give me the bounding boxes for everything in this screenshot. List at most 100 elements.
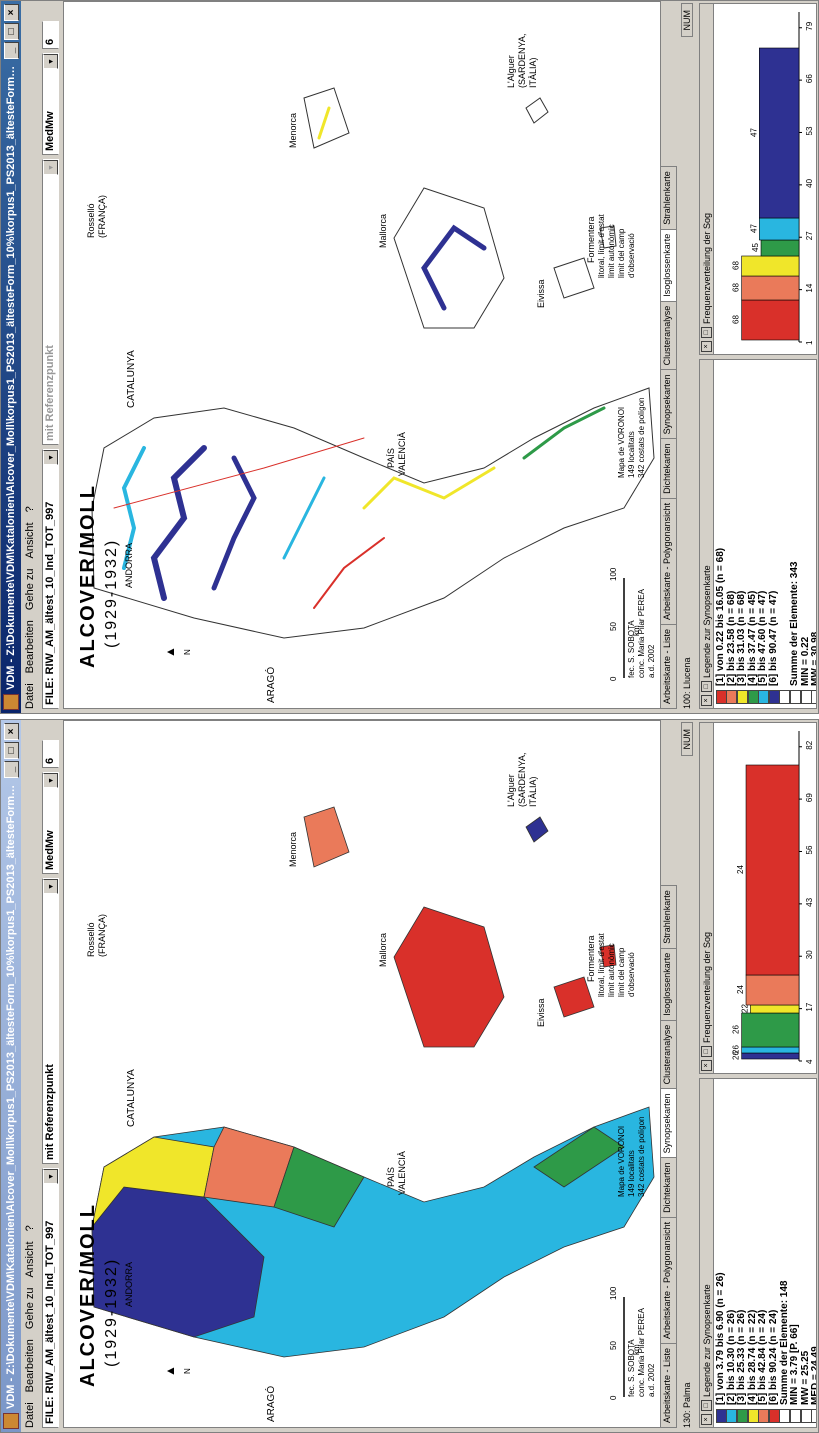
histogram-panel-bar[interactable]: × □ Frequenzverteilung der Sog: [700, 4, 714, 354]
synopsis-map[interactable]: ALCOVER/MOLL (1929-1932) ▲ N CATALUNYA Rossel…: [64, 721, 660, 1427]
chevron-down-icon[interactable]: ▼: [42, 160, 58, 175]
tab-isoglossenkarte[interactable]: Isoglossenkarte: [661, 228, 677, 302]
tab-synopsekarten[interactable]: Synopsekarten: [661, 1088, 677, 1159]
x-tick-label: 1: [805, 340, 814, 345]
restore-icon[interactable]: □: [701, 1046, 712, 1057]
legend-panel-bar[interactable]: × □ Legende zur Synopsenkarte: [700, 360, 714, 708]
legend-swatch: [747, 1409, 759, 1423]
histogram-bar: [759, 47, 800, 219]
legend-row: [1] von 0.22 bis 16.05 (n = 68): [715, 364, 727, 704]
isogloss-line: [211, 455, 257, 591]
tab-synopsekarten[interactable]: Synopsekarten: [661, 369, 677, 440]
menu-gehe-zu[interactable]: Gehe zu: [24, 1287, 36, 1330]
legend-text: [1] von 3.79 bis 6.90 (n = 26): [715, 1272, 726, 1405]
scale-unit: km: [632, 625, 641, 636]
reference-select[interactable]: mit Referenzpunkt ▼: [41, 159, 59, 445]
minimize-button[interactable]: _: [3, 42, 19, 59]
key-line: límit autonòmic: [607, 224, 616, 278]
tab-arbeitskarte-polygon[interactable]: Arbeitskarte - Polygonansicht: [661, 1216, 677, 1344]
bar-value-label: 26: [732, 1045, 741, 1054]
map-panel[interactable]: ALCOVER/MOLL (1929-1932) ▲ N CATALUNYA Rossel…: [63, 720, 661, 1428]
label-alguer: L'Alguer: [506, 55, 516, 88]
legend-swatch: [715, 1409, 727, 1423]
label-catalunya: CATALUNYA: [126, 1069, 137, 1127]
label-eivissa: Eivissa: [536, 279, 546, 308]
bar-value-label: 68: [732, 315, 741, 324]
file-label: FILE: RIW_AM_ältest_10_Ind_TOT_997: [44, 501, 56, 705]
histogram-bar: [741, 1046, 800, 1054]
file-select[interactable]: FILE: RIW_AM_ältest_10_Ind_TOT_997 ▼: [41, 449, 59, 709]
reference-label: mit Referenzpunkt: [44, 1064, 56, 1160]
close-button[interactable]: ×: [3, 4, 19, 21]
histogram-panel-bar[interactable]: × □ Frequenzverteilung der Sog: [700, 723, 714, 1073]
legend-panel-bar[interactable]: × □ Legende zur Synopsenkarte: [700, 1079, 714, 1427]
histogram-bar: [741, 299, 800, 341]
bar-value-label: 26: [732, 1025, 741, 1034]
label-arago: ARAGÓ: [264, 1386, 277, 1422]
chevron-down-icon[interactable]: ▼: [42, 773, 58, 788]
menu-bearbeiten[interactable]: Bearbeiten: [24, 1339, 36, 1393]
label-valencia: VALENCIÀ: [397, 432, 407, 476]
bar-value-label: 22: [740, 1004, 749, 1013]
tab-clusteranalyse[interactable]: Clusteranalyse: [661, 300, 677, 371]
close-icon[interactable]: ×: [701, 1414, 712, 1425]
label-rossello: Rosselló: [86, 922, 96, 957]
north-arrow-icon: ▲: [163, 646, 177, 658]
tab-strahlenkarte[interactable]: Strahlenkarte: [661, 885, 677, 949]
key-line: límit del camp: [617, 228, 626, 278]
tab-clusteranalyse[interactable]: Clusteranalyse: [661, 1019, 677, 1090]
menu-ansicht[interactable]: Ansicht: [24, 1241, 36, 1278]
chevron-down-icon[interactable]: ▼: [42, 1169, 58, 1184]
north-label: N: [183, 649, 192, 655]
isogloss-map[interactable]: ALCOVER/MOLL (1929-1932) ▲ N CATALUNYA Rossel…: [64, 2, 660, 708]
chevron-down-icon[interactable]: ▼: [42, 54, 58, 69]
classes-select[interactable]: 6: [41, 740, 59, 768]
credit-line: conc. Maria Pilar PEREA: [637, 1307, 646, 1397]
minimize-button[interactable]: _: [3, 761, 19, 778]
menu-help[interactable]: ?: [24, 1225, 36, 1232]
file-select[interactable]: FILE: RIW_AM_ältest_10_Ind_TOT_997 ▼: [41, 1168, 59, 1428]
reference-select[interactable]: mit Referenzpunkt ▼: [41, 878, 59, 1164]
tab-arbeitskarte-liste[interactable]: Arbeitskarte - Liste: [661, 623, 677, 709]
tab-arbeitskarte-liste[interactable]: Arbeitskarte - Liste: [661, 1342, 677, 1428]
tab-dichtekarten[interactable]: Dichtekarten: [661, 438, 677, 499]
method-label: MedMw: [44, 111, 56, 151]
maximize-button[interactable]: □: [3, 23, 19, 40]
bar-value-label: 68: [732, 261, 741, 270]
close-icon[interactable]: ×: [701, 1060, 712, 1071]
restore-icon[interactable]: □: [701, 681, 712, 692]
menu-ansicht[interactable]: Ansicht: [24, 522, 36, 559]
classes-select[interactable]: 6: [41, 21, 59, 49]
menu-gehe-zu[interactable]: Gehe zu: [24, 568, 36, 611]
close-icon[interactable]: ×: [701, 341, 712, 352]
tab-strahlenkarte[interactable]: Strahlenkarte: [661, 166, 677, 230]
close-icon[interactable]: ×: [701, 695, 712, 706]
menu-datei[interactable]: Datei: [24, 1402, 36, 1428]
chevron-down-icon[interactable]: ▼: [42, 450, 58, 465]
title-bar[interactable]: VDM - Z:\Dokumente\VDM\Katalonien\Alcove…: [1, 720, 21, 1432]
menu-help[interactable]: ?: [24, 506, 36, 513]
label-catalunya: CATALUNYA: [126, 350, 137, 408]
method-select[interactable]: MedMw ▼: [41, 772, 59, 874]
close-button[interactable]: ×: [3, 723, 19, 740]
legend-swatch: [789, 690, 801, 704]
tab-arbeitskarte-polygon[interactable]: Arbeitskarte - Polygonansicht: [661, 497, 677, 625]
menu-bearbeiten[interactable]: Bearbeiten: [24, 620, 36, 674]
bar-value-label: 24: [736, 985, 745, 994]
histogram-title: Frequenzverteilung der Sog: [701, 212, 712, 324]
maximize-button[interactable]: □: [3, 742, 19, 759]
method-select[interactable]: MedMw ▼: [41, 53, 59, 155]
chevron-down-icon[interactable]: ▼: [42, 879, 58, 894]
num-indicator: NUM: [681, 3, 693, 38]
tab-dichtekarten[interactable]: Dichtekarten: [661, 1157, 677, 1218]
title-bar[interactable]: VDM - Z:\Dokumente\VDM\Katalonien\Alcove…: [1, 1, 21, 713]
legend-title: Legende zur Synopsenkarte: [701, 565, 712, 678]
menu-datei[interactable]: Datei: [24, 683, 36, 709]
formentera-island: [599, 225, 617, 249]
tab-isoglossenkarte[interactable]: Isoglossenkarte: [661, 947, 677, 1021]
window-title: VDM - Z:\Dokumente\VDM\Katalonien\Alcove…: [5, 780, 17, 1409]
restore-icon[interactable]: □: [701, 327, 712, 338]
restore-icon[interactable]: □: [701, 1400, 712, 1411]
map-panel[interactable]: ALCOVER/MOLL (1929-1932) ▲ N CATALUNYA Rossel…: [63, 1, 661, 709]
